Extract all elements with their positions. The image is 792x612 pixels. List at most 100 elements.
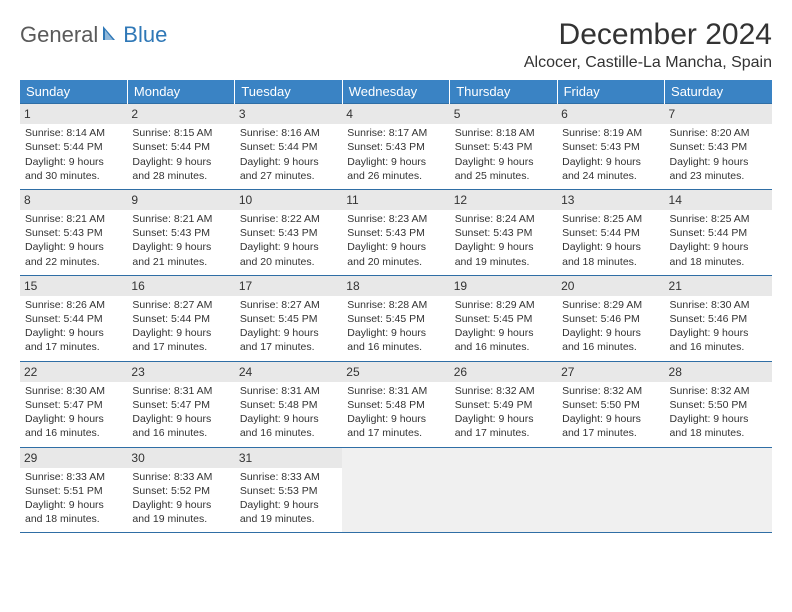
brand-logo: General Blue	[20, 18, 167, 48]
day-info: Sunrise: 8:31 AMSunset: 5:47 PMDaylight:…	[132, 384, 229, 441]
day-number: 16	[127, 276, 234, 296]
day-number: 13	[557, 190, 664, 210]
day-number: 29	[20, 448, 127, 468]
calendar-day-cell: 17Sunrise: 8:27 AMSunset: 5:45 PMDayligh…	[235, 275, 342, 361]
calendar-day-cell: 15Sunrise: 8:26 AMSunset: 5:44 PMDayligh…	[20, 275, 127, 361]
day-info: Sunrise: 8:31 AMSunset: 5:48 PMDaylight:…	[347, 384, 444, 441]
day-info: Sunrise: 8:32 AMSunset: 5:49 PMDaylight:…	[455, 384, 552, 441]
day-number: 15	[20, 276, 127, 296]
calendar-day-cell	[557, 447, 664, 533]
day-info: Sunrise: 8:26 AMSunset: 5:44 PMDaylight:…	[25, 298, 122, 355]
calendar-day-cell	[342, 447, 449, 533]
calendar-day-cell: 5Sunrise: 8:18 AMSunset: 5:43 PMDaylight…	[450, 104, 557, 190]
day-info: Sunrise: 8:33 AMSunset: 5:51 PMDaylight:…	[25, 470, 122, 527]
brand-part1: General	[20, 22, 98, 48]
day-info: Sunrise: 8:25 AMSunset: 5:44 PMDaylight:…	[670, 212, 767, 269]
day-info: Sunrise: 8:19 AMSunset: 5:43 PMDaylight:…	[562, 126, 659, 183]
calendar-day-cell: 11Sunrise: 8:23 AMSunset: 5:43 PMDayligh…	[342, 189, 449, 275]
calendar-day-cell: 31Sunrise: 8:33 AMSunset: 5:53 PMDayligh…	[235, 447, 342, 533]
day-number: 21	[665, 276, 772, 296]
day-number: 5	[450, 104, 557, 124]
weekday-header: Monday	[127, 80, 234, 104]
day-number: 22	[20, 362, 127, 382]
day-info: Sunrise: 8:33 AMSunset: 5:52 PMDaylight:…	[132, 470, 229, 527]
calendar-day-cell: 19Sunrise: 8:29 AMSunset: 5:45 PMDayligh…	[450, 275, 557, 361]
day-number: 31	[235, 448, 342, 468]
day-number: 3	[235, 104, 342, 124]
day-number: 11	[342, 190, 449, 210]
day-info: Sunrise: 8:17 AMSunset: 5:43 PMDaylight:…	[347, 126, 444, 183]
day-number: 4	[342, 104, 449, 124]
day-info: Sunrise: 8:25 AMSunset: 5:44 PMDaylight:…	[562, 212, 659, 269]
page-header: General Blue December 2024 Alcocer, Cast…	[20, 18, 772, 72]
day-number: 12	[450, 190, 557, 210]
calendar-day-cell: 12Sunrise: 8:24 AMSunset: 5:43 PMDayligh…	[450, 189, 557, 275]
day-number: 24	[235, 362, 342, 382]
weekday-header: Saturday	[665, 80, 772, 104]
calendar-day-cell: 29Sunrise: 8:33 AMSunset: 5:51 PMDayligh…	[20, 447, 127, 533]
day-info: Sunrise: 8:32 AMSunset: 5:50 PMDaylight:…	[670, 384, 767, 441]
calendar-day-cell: 2Sunrise: 8:15 AMSunset: 5:44 PMDaylight…	[127, 104, 234, 190]
calendar-body: 1Sunrise: 8:14 AMSunset: 5:44 PMDaylight…	[20, 104, 772, 533]
calendar-day-cell: 25Sunrise: 8:31 AMSunset: 5:48 PMDayligh…	[342, 361, 449, 447]
calendar-day-cell: 6Sunrise: 8:19 AMSunset: 5:43 PMDaylight…	[557, 104, 664, 190]
day-info: Sunrise: 8:27 AMSunset: 5:45 PMDaylight:…	[240, 298, 337, 355]
day-number: 14	[665, 190, 772, 210]
location-subtitle: Alcocer, Castille-La Mancha, Spain	[524, 54, 772, 72]
weekday-header: Wednesday	[342, 80, 449, 104]
calendar-table: SundayMondayTuesdayWednesdayThursdayFrid…	[20, 80, 772, 533]
day-info: Sunrise: 8:20 AMSunset: 5:43 PMDaylight:…	[670, 126, 767, 183]
calendar-week-row: 29Sunrise: 8:33 AMSunset: 5:51 PMDayligh…	[20, 447, 772, 533]
logo-sail-icon	[101, 22, 123, 48]
day-info: Sunrise: 8:32 AMSunset: 5:50 PMDaylight:…	[562, 384, 659, 441]
day-info: Sunrise: 8:15 AMSunset: 5:44 PMDaylight:…	[132, 126, 229, 183]
calendar-day-cell: 28Sunrise: 8:32 AMSunset: 5:50 PMDayligh…	[665, 361, 772, 447]
day-number: 26	[450, 362, 557, 382]
day-number: 20	[557, 276, 664, 296]
calendar-day-cell: 14Sunrise: 8:25 AMSunset: 5:44 PMDayligh…	[665, 189, 772, 275]
day-info: Sunrise: 8:18 AMSunset: 5:43 PMDaylight:…	[455, 126, 552, 183]
day-info: Sunrise: 8:31 AMSunset: 5:48 PMDaylight:…	[240, 384, 337, 441]
day-info: Sunrise: 8:29 AMSunset: 5:46 PMDaylight:…	[562, 298, 659, 355]
calendar-day-cell: 4Sunrise: 8:17 AMSunset: 5:43 PMDaylight…	[342, 104, 449, 190]
calendar-day-cell: 18Sunrise: 8:28 AMSunset: 5:45 PMDayligh…	[342, 275, 449, 361]
day-number: 8	[20, 190, 127, 210]
calendar-day-cell: 27Sunrise: 8:32 AMSunset: 5:50 PMDayligh…	[557, 361, 664, 447]
calendar-week-row: 22Sunrise: 8:30 AMSunset: 5:47 PMDayligh…	[20, 361, 772, 447]
calendar-day-cell	[665, 447, 772, 533]
calendar-day-cell: 23Sunrise: 8:31 AMSunset: 5:47 PMDayligh…	[127, 361, 234, 447]
calendar-week-row: 8Sunrise: 8:21 AMSunset: 5:43 PMDaylight…	[20, 189, 772, 275]
calendar-day-cell: 7Sunrise: 8:20 AMSunset: 5:43 PMDaylight…	[665, 104, 772, 190]
day-number: 28	[665, 362, 772, 382]
day-info: Sunrise: 8:23 AMSunset: 5:43 PMDaylight:…	[347, 212, 444, 269]
day-number: 1	[20, 104, 127, 124]
calendar-day-cell: 13Sunrise: 8:25 AMSunset: 5:44 PMDayligh…	[557, 189, 664, 275]
day-number: 7	[665, 104, 772, 124]
title-block: December 2024 Alcocer, Castille-La Manch…	[524, 18, 772, 72]
day-info: Sunrise: 8:16 AMSunset: 5:44 PMDaylight:…	[240, 126, 337, 183]
day-number: 30	[127, 448, 234, 468]
calendar-day-cell: 9Sunrise: 8:21 AMSunset: 5:43 PMDaylight…	[127, 189, 234, 275]
calendar-day-cell: 30Sunrise: 8:33 AMSunset: 5:52 PMDayligh…	[127, 447, 234, 533]
calendar-week-row: 1Sunrise: 8:14 AMSunset: 5:44 PMDaylight…	[20, 104, 772, 190]
weekday-header: Friday	[557, 80, 664, 104]
day-info: Sunrise: 8:24 AMSunset: 5:43 PMDaylight:…	[455, 212, 552, 269]
day-info: Sunrise: 8:21 AMSunset: 5:43 PMDaylight:…	[132, 212, 229, 269]
day-info: Sunrise: 8:27 AMSunset: 5:44 PMDaylight:…	[132, 298, 229, 355]
day-number: 2	[127, 104, 234, 124]
calendar-week-row: 15Sunrise: 8:26 AMSunset: 5:44 PMDayligh…	[20, 275, 772, 361]
calendar-day-cell: 1Sunrise: 8:14 AMSunset: 5:44 PMDaylight…	[20, 104, 127, 190]
day-info: Sunrise: 8:33 AMSunset: 5:53 PMDaylight:…	[240, 470, 337, 527]
day-number: 18	[342, 276, 449, 296]
day-number: 23	[127, 362, 234, 382]
weekday-header: Sunday	[20, 80, 127, 104]
calendar-day-cell: 16Sunrise: 8:27 AMSunset: 5:44 PMDayligh…	[127, 275, 234, 361]
calendar-day-cell: 20Sunrise: 8:29 AMSunset: 5:46 PMDayligh…	[557, 275, 664, 361]
brand-part2: Blue	[123, 22, 167, 48]
day-number: 25	[342, 362, 449, 382]
day-info: Sunrise: 8:14 AMSunset: 5:44 PMDaylight:…	[25, 126, 122, 183]
calendar-day-cell: 8Sunrise: 8:21 AMSunset: 5:43 PMDaylight…	[20, 189, 127, 275]
calendar-day-cell: 10Sunrise: 8:22 AMSunset: 5:43 PMDayligh…	[235, 189, 342, 275]
day-info: Sunrise: 8:29 AMSunset: 5:45 PMDaylight:…	[455, 298, 552, 355]
calendar-header-row: SundayMondayTuesdayWednesdayThursdayFrid…	[20, 80, 772, 104]
